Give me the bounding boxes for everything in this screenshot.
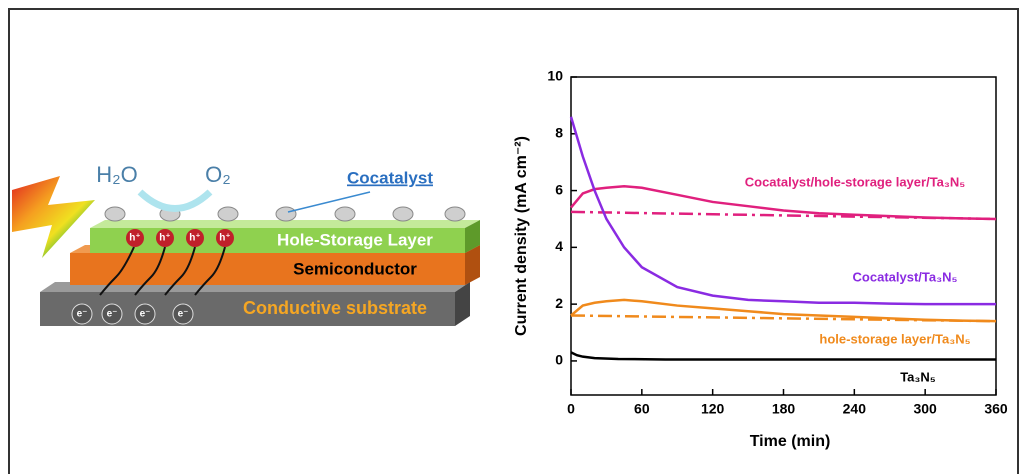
y-tick-label: 10 [547, 68, 563, 84]
x-tick-label: 240 [843, 401, 867, 417]
series-line [571, 316, 996, 322]
series-label: Cocatalyst/Ta₃N₅ [853, 269, 958, 284]
cocatalyst-particles [105, 207, 465, 221]
series-label: hole-storage layer/Ta₃N₅ [819, 331, 970, 346]
x-tick-label: 360 [984, 401, 1008, 417]
y-tick-label: 6 [555, 181, 563, 197]
x-tick-label: 300 [913, 401, 937, 417]
pointer [288, 192, 370, 212]
x-tick-label: 60 [634, 401, 650, 417]
hole-label: h⁺ [189, 233, 200, 244]
hole-label: h⁺ [219, 233, 230, 244]
electron-label: e⁻ [107, 309, 118, 320]
diagram: H₂O O₂ Cocatalyst Hole-Storage Layer Sem… [12, 162, 480, 326]
series-label: Ta₃N₅ [900, 369, 936, 384]
hole-label: h⁺ [129, 233, 140, 244]
hole-label: h⁺ [159, 233, 170, 244]
series-line [571, 212, 996, 219]
y-axis-title: Current density (mA cm⁻²) [513, 136, 530, 336]
x-tick-label: 0 [567, 401, 575, 417]
reaction-arc [140, 192, 210, 209]
figure: H₂O O₂ Cocatalyst Hole-Storage Layer Sem… [0, 0, 1027, 474]
semiconductor-label: Semiconductor [293, 259, 417, 278]
y-tick-label: 0 [555, 352, 563, 368]
y-tick-label: 8 [555, 124, 563, 140]
y-tick-label: 2 [555, 295, 563, 311]
electron-label: e⁻ [140, 309, 151, 320]
cocatalyst-label: Cocatalyst [347, 168, 433, 187]
x-axis-title: Time (min) [750, 433, 831, 450]
series-label: Cocatalyst/hole-storage layer/Ta₃N₅ [745, 174, 966, 189]
oxygen-label: O₂ [205, 162, 231, 187]
electron-label: e⁻ [178, 309, 189, 320]
substrate-label: Conductive substrate [243, 298, 427, 318]
electron-label: e⁻ [77, 309, 88, 320]
x-tick-label: 120 [701, 401, 725, 417]
series-line [571, 352, 996, 359]
hole-layer-label: Hole-Storage Layer [277, 230, 433, 249]
x-tick-label: 180 [772, 401, 796, 417]
y-tick-label: 4 [555, 238, 563, 254]
plot-frame [571, 77, 996, 395]
water-label: H₂O [96, 162, 138, 187]
light-bolt [12, 176, 95, 258]
